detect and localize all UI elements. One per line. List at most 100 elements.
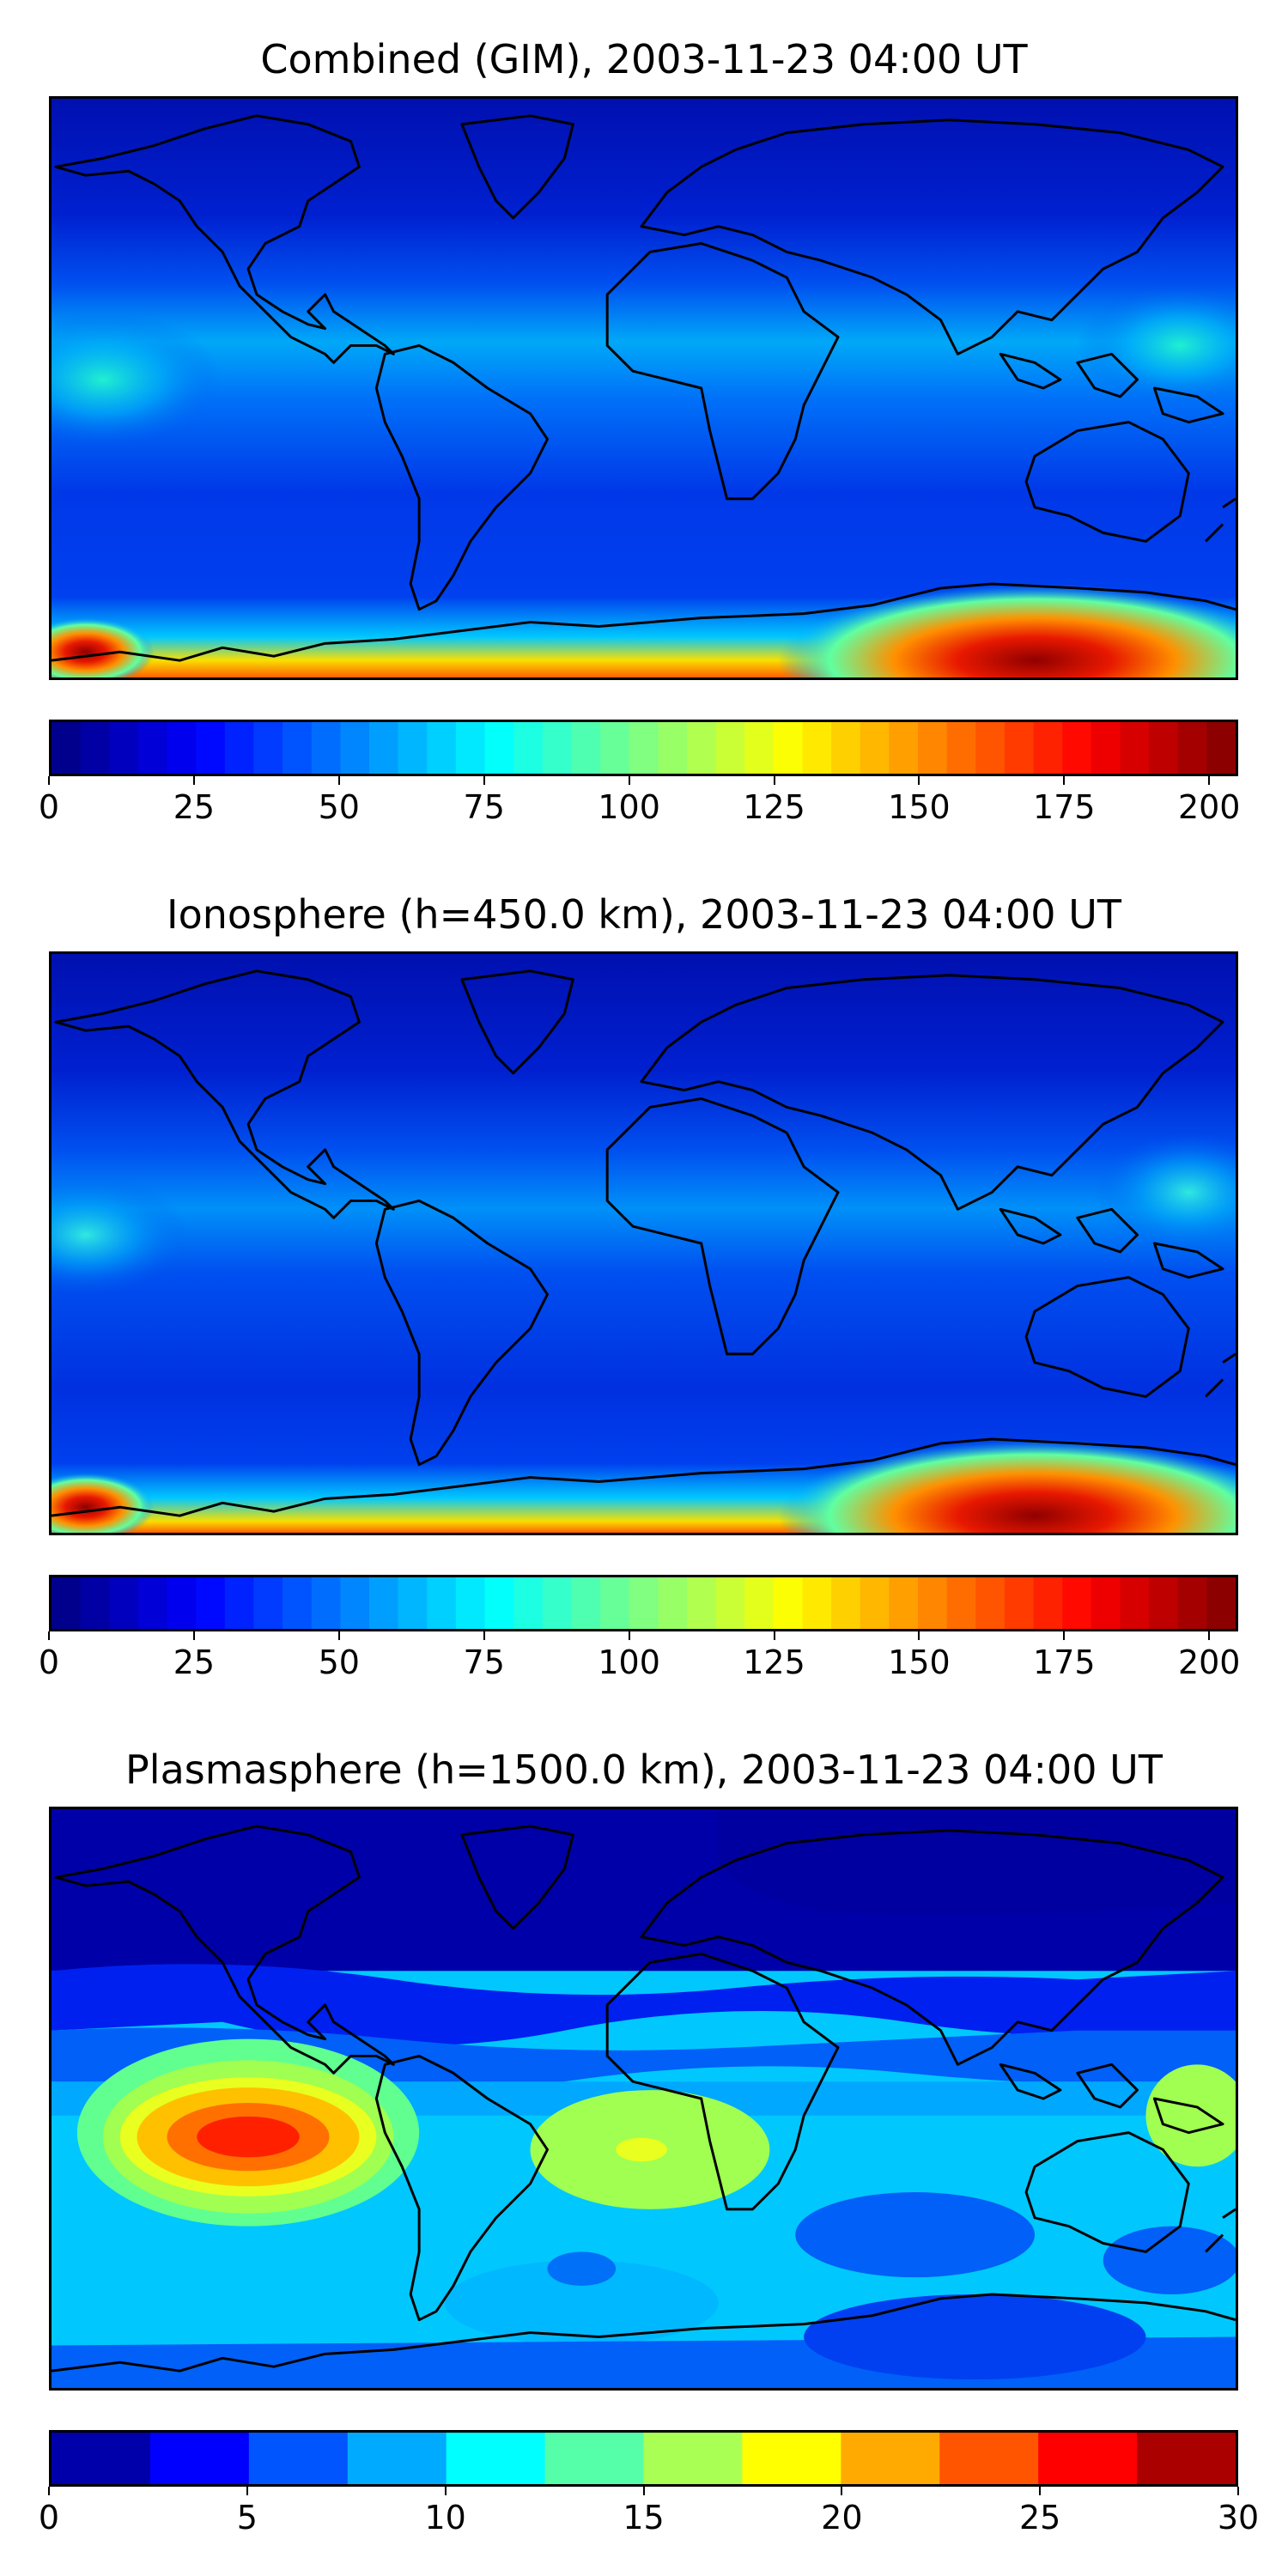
colorbar-level xyxy=(1038,2433,1138,2484)
colorbar-tick-mark xyxy=(1039,2487,1042,2495)
colorbar-tick-label: 25 xyxy=(173,1643,216,1681)
map-plasmasphere xyxy=(49,1807,1238,2391)
colorbar-tick-label: 150 xyxy=(888,788,951,826)
colorbar-level xyxy=(773,722,804,774)
colorbar-level xyxy=(975,1577,1005,1629)
colorbar-level xyxy=(248,2433,349,2484)
colorbar-level xyxy=(368,1577,399,1629)
colorbar-tick-label: 150 xyxy=(888,1643,951,1681)
colorbar-tick-label: 125 xyxy=(743,788,805,826)
colorbar-level xyxy=(340,1577,370,1629)
colorbar-level xyxy=(658,722,688,774)
colorbar-level xyxy=(109,1577,139,1629)
colorbar-ionosphere xyxy=(49,1575,1238,1631)
colorbar-level xyxy=(802,1577,832,1629)
colorbar-level xyxy=(946,1577,977,1629)
colorbar-level xyxy=(52,1577,82,1629)
colorbar-tick-mark xyxy=(918,776,920,785)
colorbar-level xyxy=(398,722,428,774)
colorbar-level xyxy=(1062,722,1092,774)
colorbar-tick-label: 20 xyxy=(821,2499,863,2537)
colorbar-tick-mark xyxy=(1063,776,1066,785)
colorbar-level xyxy=(137,722,168,774)
colorbar-tick-mark xyxy=(841,2487,843,2495)
colorbar-level xyxy=(918,1577,948,1629)
colorbar-level xyxy=(544,2433,645,2484)
colorbar-level xyxy=(918,722,948,774)
colorbar-level xyxy=(542,722,573,774)
colorbar-level xyxy=(1177,1577,1208,1629)
colorbar-level xyxy=(889,1577,919,1629)
map-ionosphere xyxy=(49,951,1238,1535)
colorbar-tick-mark xyxy=(628,776,630,785)
heatmap-combined xyxy=(52,99,1236,677)
colorbar-tick-label: 5 xyxy=(236,2499,258,2537)
colorbar-tick-mark xyxy=(773,776,775,785)
colorbar-tick-label: 75 xyxy=(463,1643,505,1681)
colorbar-tick-label: 25 xyxy=(1018,2499,1061,2537)
colorbar-tick-label: 15 xyxy=(623,2499,665,2537)
colorbar-level xyxy=(196,722,226,774)
colorbar-level xyxy=(629,722,659,774)
colorbar-tick-mark xyxy=(918,1631,920,1640)
colorbar-tick-mark xyxy=(337,1631,340,1640)
colorbar-level xyxy=(802,722,832,774)
map-title-combined: Combined (GIM), 2003-11-23 04:00 UT xyxy=(260,36,1028,82)
colorbar-level xyxy=(1004,1577,1035,1629)
colorbar-level xyxy=(455,1577,486,1629)
colorbar-level xyxy=(1149,722,1179,774)
colorbar-level xyxy=(571,1577,601,1629)
plasmasphere-maximum xyxy=(197,2116,300,2158)
colorbar-level xyxy=(860,722,890,774)
colorbar-level xyxy=(149,2433,250,2484)
colorbar-level xyxy=(52,2433,151,2484)
colorbar-tick-label: 125 xyxy=(743,1643,805,1681)
colorbar-level xyxy=(742,2433,842,2484)
colorbar-level xyxy=(629,1577,659,1629)
colorbar-level xyxy=(571,722,601,774)
antarctic-maximum xyxy=(778,1438,1236,1533)
colorbar-level xyxy=(1091,722,1121,774)
colorbar-tick-label: 30 xyxy=(1217,2499,1260,2537)
colorbar-tick-mark xyxy=(1063,1631,1066,1640)
colorbar-tick-label: 200 xyxy=(1177,1643,1241,1681)
colorbar-tick-label: 50 xyxy=(318,1643,360,1681)
colorbar-level xyxy=(1062,1577,1092,1629)
colorbar-ticks-combined: 0 25 50 75 100 125 150 175 200 xyxy=(39,776,1240,828)
colorbar-level xyxy=(939,2433,1039,2484)
colorbar-level xyxy=(253,1577,283,1629)
colorbar-level xyxy=(455,722,486,774)
colorbar-tick-mark xyxy=(444,2487,447,2495)
colorbar-level xyxy=(484,722,514,774)
colorbar-level xyxy=(643,2433,744,2484)
colorbar-level xyxy=(347,2433,447,2484)
colorbar-level xyxy=(600,722,630,774)
colorbar-tick-mark xyxy=(642,2487,645,2495)
colorbar-level xyxy=(137,1577,168,1629)
colorbar-level xyxy=(715,722,746,774)
heatmap-plasmasphere xyxy=(52,1809,1236,2388)
colorbar-level xyxy=(253,722,283,774)
colorbar-tick-mark xyxy=(246,2487,248,2495)
colorbar-level xyxy=(1033,1577,1064,1629)
colorbar-tick-mark xyxy=(48,2487,50,2495)
colorbar-combined xyxy=(49,720,1238,776)
map-title-ionosphere: Ionosphere (h=450.0 km), 2003-11-23 04:0… xyxy=(167,891,1121,938)
map-title-plasmasphere: Plasmasphere (h=1500.0 km), 2003-11-23 0… xyxy=(125,1747,1163,1793)
colorbar-level xyxy=(600,1577,630,1629)
antarctic-maximum xyxy=(778,583,1236,677)
colorbar-tick-mark xyxy=(1208,776,1211,785)
colorbar-tick-mark xyxy=(192,776,195,785)
colorbar-level xyxy=(831,722,861,774)
colorbar-level xyxy=(80,1577,111,1629)
colorbar-level xyxy=(224,1577,255,1629)
colorbar-tick-mark xyxy=(48,1631,50,1640)
colorbar-level xyxy=(1120,1577,1150,1629)
colorbar-level xyxy=(744,1577,775,1629)
colorbar-level xyxy=(658,1577,688,1629)
colorbar-level xyxy=(513,722,544,774)
colorbar-tick-mark xyxy=(483,1631,485,1640)
colorbar-tick-mark xyxy=(48,776,50,785)
colorbar-level xyxy=(167,722,197,774)
colorbar-tick-label: 100 xyxy=(598,788,660,826)
